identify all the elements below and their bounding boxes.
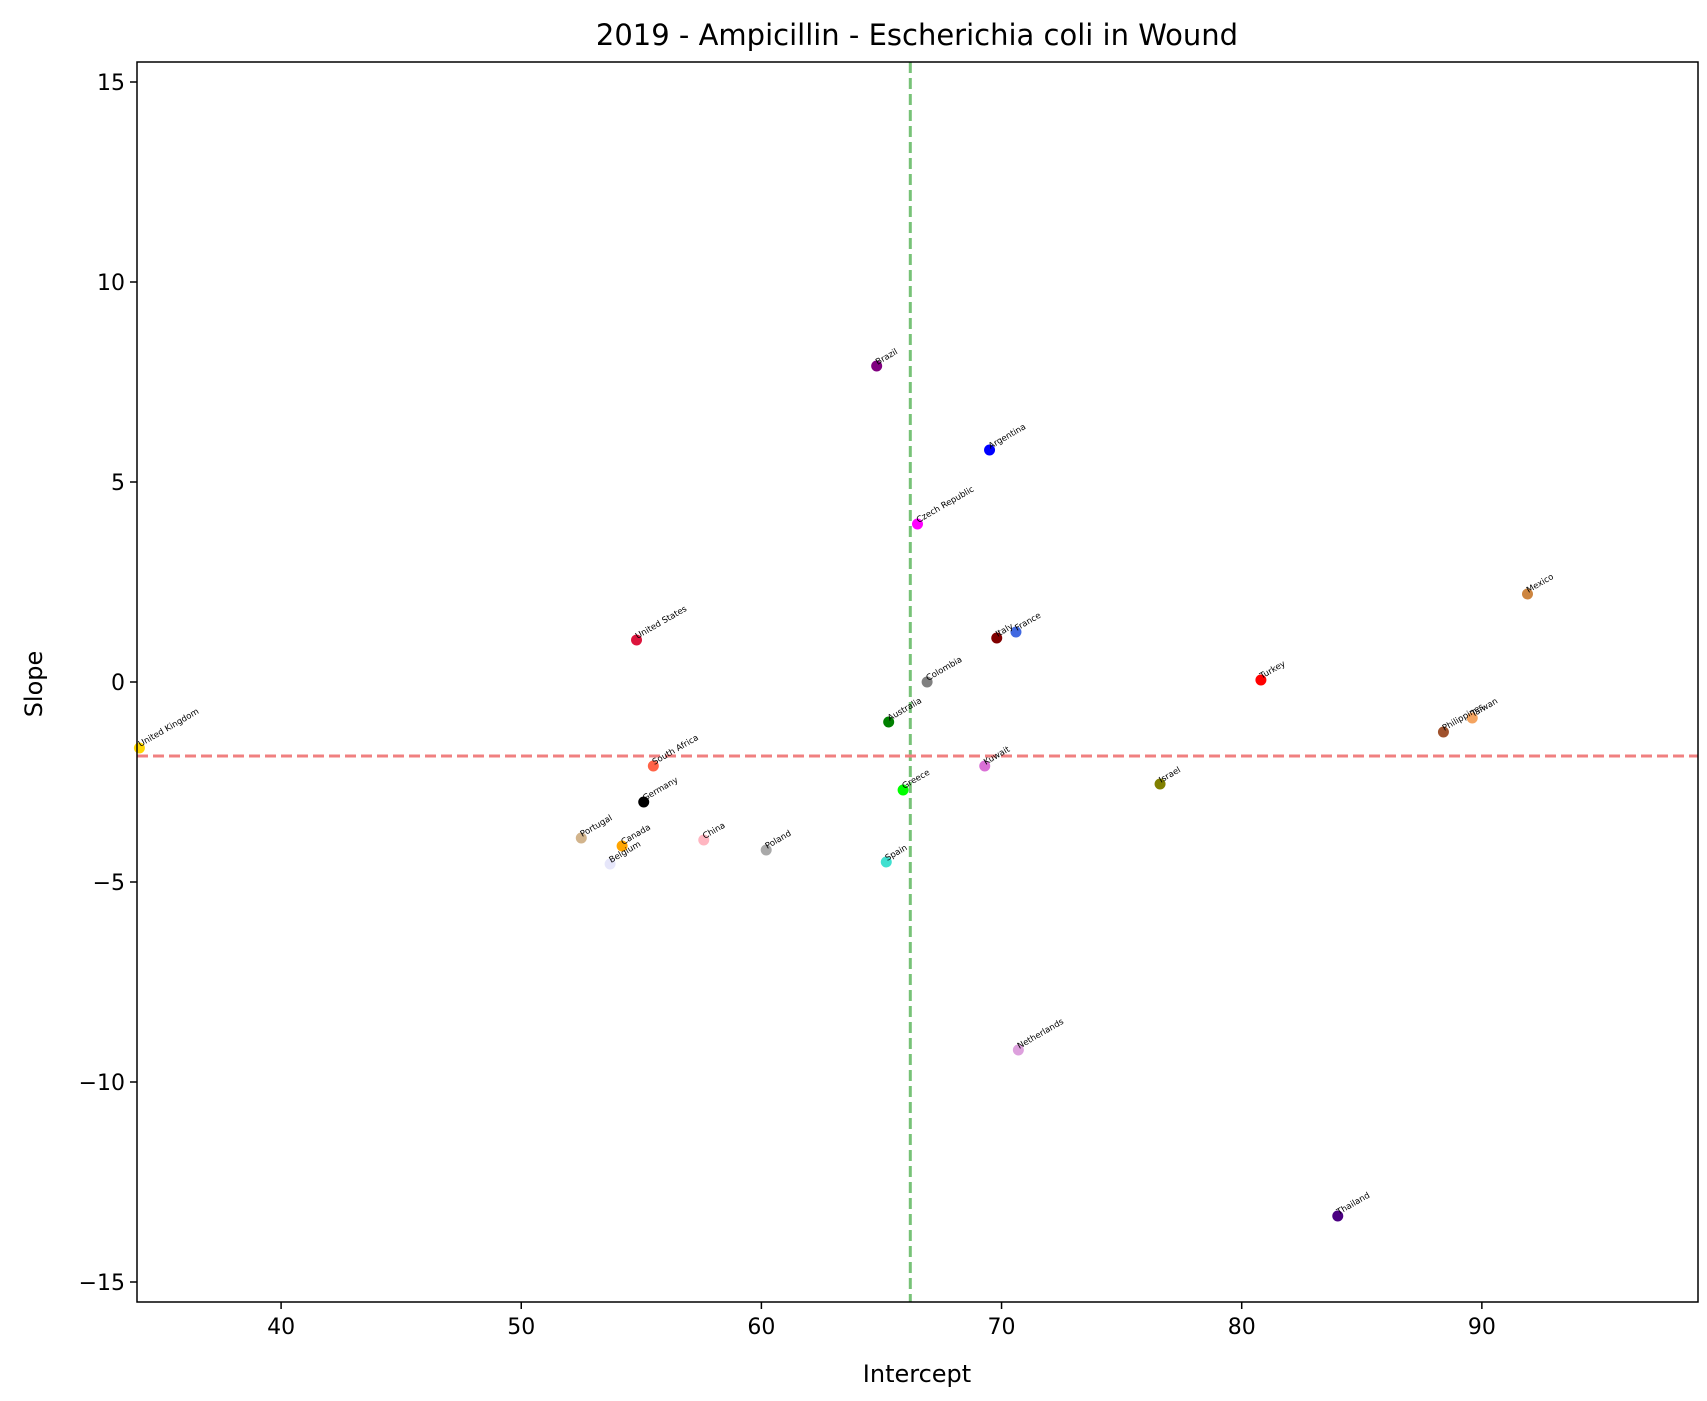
point-label: Netherlands [1016, 1017, 1066, 1052]
point-label: Italy [994, 622, 1015, 640]
y-tick-label: −10 [79, 1071, 125, 1096]
point-label: Brazil [874, 347, 900, 368]
chart-title: 2019 - Ampicillin - Escherichia coli in … [596, 18, 1238, 52]
x-tick-label: 50 [507, 1315, 535, 1340]
data-point[interactable] [897, 784, 909, 796]
point-label: Argentina [987, 422, 1028, 451]
data-point[interactable] [921, 676, 933, 688]
data-point[interactable] [1466, 712, 1478, 724]
plot-area-frame [136, 61, 1699, 1303]
data-point[interactable] [616, 840, 628, 852]
data-point[interactable] [604, 858, 616, 870]
y-tick-label: 10 [97, 271, 125, 296]
data-point[interactable] [883, 716, 895, 728]
point-label: Mexico [1525, 572, 1556, 596]
data-point[interactable] [979, 760, 991, 772]
data-point[interactable] [1332, 1210, 1344, 1222]
data-point[interactable] [991, 632, 1003, 644]
x-tick-label: 90 [1468, 1315, 1496, 1340]
reference-lines [137, 62, 1698, 1302]
point-label: Turkey [1258, 659, 1288, 682]
data-point[interactable] [871, 360, 883, 372]
point-label: France [1013, 611, 1042, 634]
y-tick-label: −15 [79, 1271, 125, 1296]
data-point[interactable] [638, 796, 650, 808]
data-point[interactable] [912, 518, 923, 530]
point-label: Israel [1158, 765, 1183, 785]
x-axis-title: Intercept [863, 1360, 971, 1388]
y-tick-label: 0 [111, 671, 125, 696]
data-point[interactable] [1012, 1044, 1024, 1056]
data-point[interactable] [1154, 778, 1166, 790]
point-label: Portugal [579, 813, 615, 839]
data-point[interactable] [1010, 626, 1022, 638]
data-point[interactable] [760, 844, 772, 856]
y-axis-title: Slope [20, 651, 48, 718]
point-label: United States [634, 604, 689, 642]
y-tick-label: 5 [111, 471, 125, 496]
data-point[interactable] [631, 634, 643, 646]
x-tick-label: 60 [747, 1315, 775, 1340]
point-label: Poland [764, 829, 794, 852]
point-label: China [701, 821, 727, 842]
y-tick-label: −5 [93, 871, 125, 896]
point-label: Colombia [925, 655, 965, 684]
y-axis-ticks: 15 10 5 0 −5 −10 −15 [79, 71, 137, 1296]
data-point[interactable] [647, 760, 659, 772]
point-label: Czech Republic [915, 484, 976, 525]
point-label: Thailand [1334, 1191, 1371, 1218]
point-label: United Kingdom [137, 707, 201, 750]
point-label: Germany [641, 775, 680, 803]
x-axis-ticks: 40 50 60 70 80 90 [267, 1302, 1496, 1340]
point-label: South Africa [651, 733, 701, 767]
data-point[interactable] [1521, 588, 1533, 600]
point-label: Spain [884, 843, 910, 864]
data-point[interactable] [984, 444, 996, 456]
data-point[interactable] [880, 856, 892, 868]
data-point[interactable] [1437, 726, 1449, 738]
x-tick-label: 70 [988, 1315, 1016, 1340]
data-points [133, 360, 1533, 1222]
point-label: Greece [901, 768, 932, 792]
y-tick-label: 15 [97, 71, 125, 96]
data-point[interactable] [698, 834, 710, 846]
x-tick-label: 80 [1228, 1315, 1256, 1340]
point-label: Philippines [1441, 702, 1486, 734]
point-label: Australia [886, 696, 924, 723]
point-labels: Brazil Argentina Czech Republic Mexico Unite… [137, 347, 1556, 1218]
x-tick-label: 40 [267, 1315, 295, 1340]
data-point[interactable] [1255, 674, 1267, 686]
data-point[interactable] [575, 832, 587, 844]
